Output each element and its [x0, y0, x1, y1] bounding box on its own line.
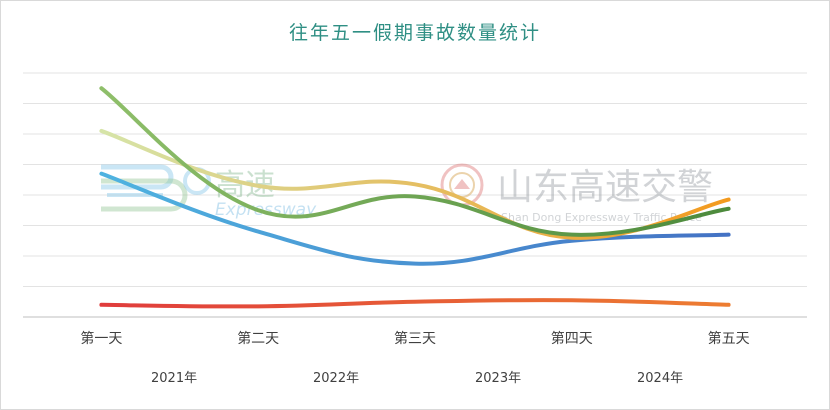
x-tick-label: 第五天 — [708, 330, 750, 347]
x-tick-label: 第三天 — [394, 330, 436, 347]
x-tick-label: 第二天 — [237, 330, 279, 347]
series-line-4 — [99, 86, 731, 237]
x-axis-ticks: 第一天 第二天 第三天 第四天 第五天 — [80, 330, 749, 347]
legend-label-3: 2023年 — [475, 371, 521, 386]
legend-label-1: 2021年 — [151, 371, 197, 386]
series-line-2 — [99, 298, 731, 309]
watermark-traffic-police: 山东高速交警 Shan Dong Expressway Traffic Poli… — [440, 163, 713, 224]
series-lines — [99, 86, 731, 309]
chart-title: 往年五一假期事故数量统计 — [289, 22, 541, 44]
x-tick-label: 第一天 — [80, 330, 122, 347]
x-tick-label: 第四天 — [551, 330, 593, 347]
legend: 2021年 2022年 2023年 2024年 — [99, 371, 683, 386]
legend-label-2: 2022年 — [313, 371, 359, 386]
watermark-police-cn: 山东高速交警 — [497, 167, 713, 208]
series-line-1 — [99, 171, 731, 266]
legend-label-4: 2024年 — [637, 371, 683, 386]
watermark-police-en: Shan Dong Expressway Traffic Police — [501, 211, 702, 224]
watermark-expressway: 高速 Expressway — [101, 164, 317, 220]
